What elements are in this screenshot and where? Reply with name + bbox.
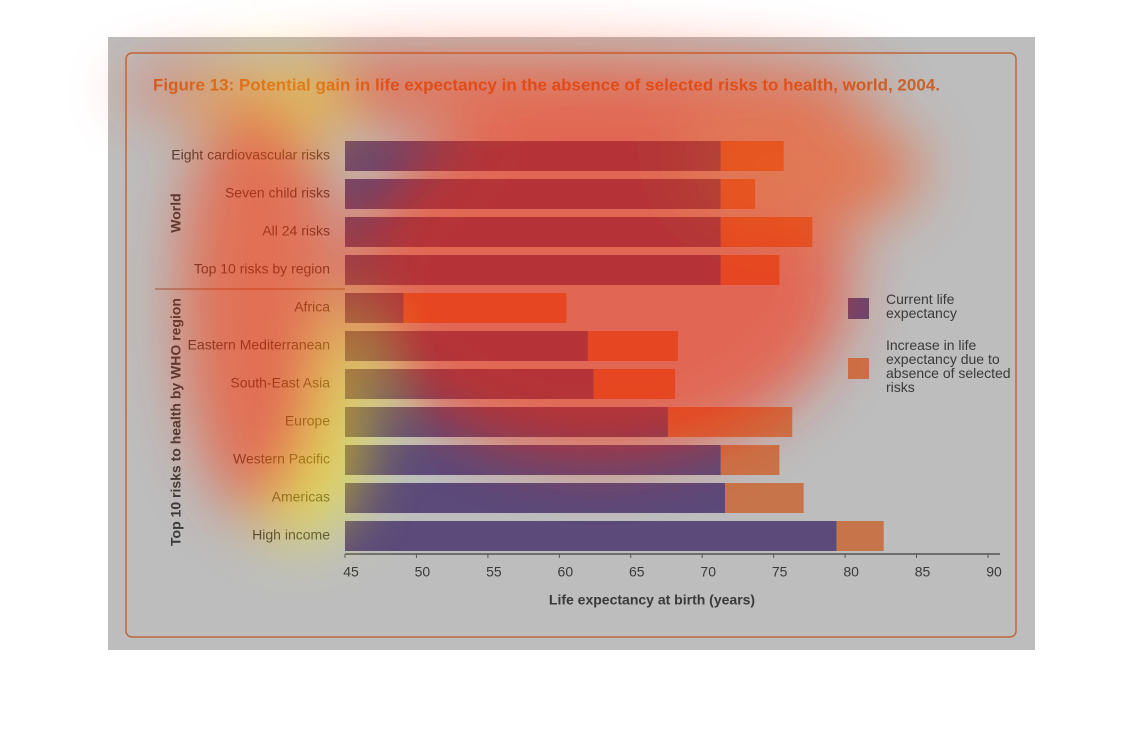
- x-tick-label: 60: [558, 564, 574, 580]
- bar-segment: [720, 255, 780, 285]
- bar-segment: [345, 483, 726, 513]
- x-tick-label: 70: [700, 564, 716, 580]
- x-tick-label: 80: [843, 564, 859, 580]
- category-label: South-East Asia: [230, 375, 330, 391]
- category-label: Europe: [285, 413, 330, 429]
- bar-segment: [667, 407, 793, 437]
- category-label: High income: [252, 527, 330, 543]
- bar-segment: [836, 521, 884, 551]
- category-label: Western Pacific: [233, 451, 330, 467]
- category-label: All 24 risks: [262, 223, 330, 239]
- legend-item: Increase in life expectancy due to absen…: [848, 338, 1018, 394]
- legend-item: Current life expectancy: [848, 292, 1018, 320]
- legend-swatch: [848, 298, 869, 319]
- bar-segment: [345, 293, 404, 323]
- category-label: Eastern Mediterranean: [188, 337, 330, 353]
- category-label: Africa: [294, 299, 330, 315]
- bar-segment: [345, 445, 721, 475]
- bar-segment: [725, 483, 804, 513]
- bar-segment: [720, 179, 756, 209]
- frame: [125, 52, 1017, 638]
- category-label: Top 10 risks by region: [194, 261, 330, 277]
- legend-label: Increase in life expectancy due to absen…: [886, 337, 1011, 395]
- category-label: Eight cardiovascular risks: [171, 147, 330, 163]
- bar-segment: [345, 521, 837, 551]
- bar-segment: [345, 179, 721, 209]
- bar-segment: [345, 407, 668, 437]
- x-axis-title: Life expectancy at birth (years): [549, 592, 755, 608]
- legend-swatch: [848, 358, 869, 379]
- bar-segment: [720, 141, 784, 171]
- x-tick-label: 85: [915, 564, 931, 580]
- bar-segment: [345, 255, 721, 285]
- category-label: Seven child risks: [225, 185, 330, 201]
- bar-segment: [593, 369, 676, 399]
- chart-title: Figure 13: Potential gain in life expect…: [153, 75, 940, 94]
- legend: Current life expectancy Increase in life …: [848, 292, 1018, 412]
- x-tick-label: 50: [415, 564, 431, 580]
- category-label: Americas: [272, 489, 330, 505]
- bar-segment: [720, 217, 813, 247]
- bar-segment: [403, 293, 567, 323]
- bar-segment: [345, 331, 588, 361]
- x-tick-label: 90: [986, 564, 1002, 580]
- x-tick-label: 75: [772, 564, 788, 580]
- bar-segment: [345, 141, 721, 171]
- legend-label: Current life expectancy: [886, 291, 957, 321]
- bar-segment: [345, 217, 721, 247]
- x-tick-label: 65: [629, 564, 645, 580]
- group-label: World: [168, 193, 184, 232]
- bar-segment: [587, 331, 678, 361]
- bar-segment: [345, 369, 594, 399]
- x-tick-label: 55: [486, 564, 502, 580]
- group-label: Top 10 risks to health by WHO region: [168, 298, 184, 546]
- x-tick-label: 45: [343, 564, 359, 580]
- bar-segment: [720, 445, 780, 475]
